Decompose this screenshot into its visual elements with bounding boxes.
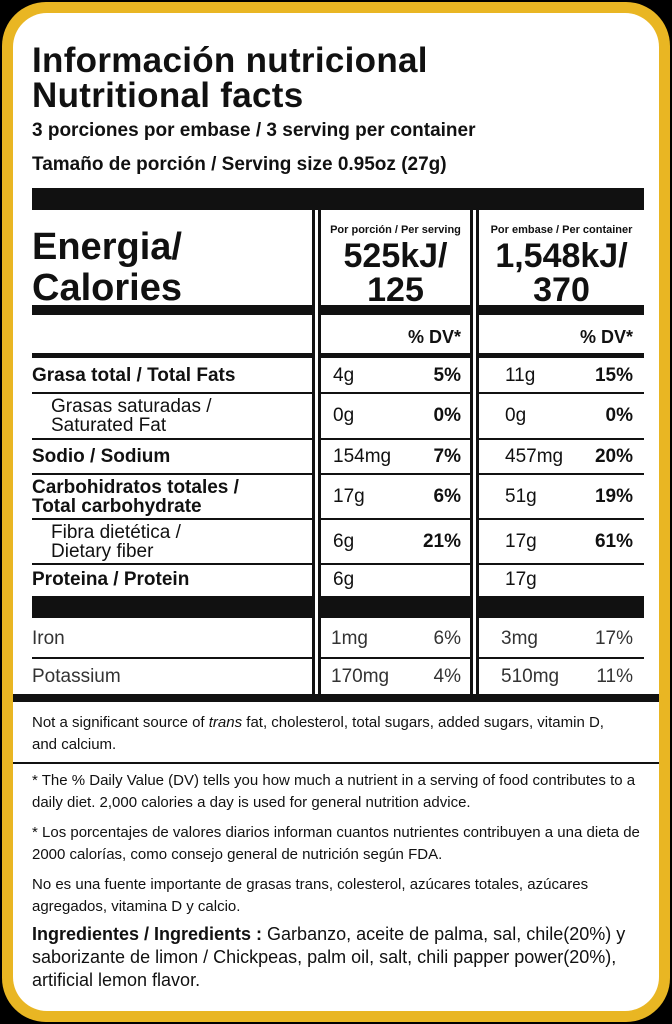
thick-divider-top	[32, 188, 644, 210]
row-divider	[32, 438, 312, 440]
energy-per-container-cal: 370	[533, 271, 590, 309]
row-divider	[32, 518, 312, 520]
serving-dv: 5%	[433, 364, 461, 386]
mineral-label: Iron	[32, 628, 65, 649]
energy-divider-right	[479, 305, 644, 315]
serving-amount: 6g	[333, 530, 355, 552]
mineral-label: Potassium	[32, 666, 121, 687]
row-divider	[321, 473, 470, 475]
row-divider	[32, 563, 312, 565]
row-divider	[321, 392, 470, 394]
energy-label-line1: Energia/	[32, 226, 182, 268]
serving-dv: 6%	[433, 485, 461, 507]
per-serving-header: Por porción / Per serving	[330, 224, 461, 236]
row-divider	[479, 392, 644, 394]
column-divider-1b	[318, 210, 321, 694]
mineral-serving-dv: 6%	[433, 628, 461, 649]
mineral-serving-amount: 170mg	[331, 666, 390, 687]
ingredients-label: Ingredientes / Ingredients :	[32, 924, 263, 944]
container-dv: 19%	[594, 485, 633, 507]
dv-divider-left	[32, 353, 312, 358]
mineral-container-amount: 510mg	[501, 666, 560, 687]
serving-amount: 4g	[333, 364, 355, 386]
nutrient-label-line2: Dietary fiber	[51, 541, 154, 562]
row-divider	[32, 392, 312, 394]
serving-amount: 6g	[333, 569, 355, 590]
nutrient-label: Proteina / Protein	[32, 569, 190, 590]
energy-per-container-kj: 1,548kJ/	[495, 237, 628, 275]
mineral-row-divider	[479, 657, 644, 659]
mineral-container-dv: 17%	[594, 628, 633, 649]
dv-header-container: % DV*	[579, 327, 633, 347]
column-divider-2b	[476, 210, 479, 694]
nutrient-label: Sodio / Sodium	[32, 445, 171, 467]
mineral-container-amount: 3mg	[501, 628, 538, 649]
row-divider	[321, 563, 470, 565]
serving-size: Tamaño de porción / Serving size 0.95oz …	[32, 154, 447, 175]
energy-divider-left	[32, 305, 312, 315]
energy-per-serving-kj: 525kJ/	[343, 237, 448, 275]
nutrition-label: Información nutricional Nutritional fact…	[13, 13, 659, 1011]
serving-amount: 0g	[333, 405, 355, 426]
column-divider-2	[470, 210, 473, 694]
serving-amount: 154mg	[333, 445, 392, 467]
row-divider	[321, 438, 470, 440]
container-dv: 20%	[594, 445, 633, 467]
ingredients: Ingredientes / Ingredients : Garbanzo, a…	[32, 923, 652, 992]
servings-per-container: 3 porciones por embase / 3 serving per c…	[32, 120, 476, 141]
mineral-row-divider	[32, 657, 312, 659]
row-divider	[479, 563, 644, 565]
nutrient-label: Grasa total / Total Fats	[32, 364, 236, 386]
ingredients-text: Garbanzo, aceite de palma, sal, chile(20…	[32, 924, 626, 990]
mineral-bar-left	[32, 596, 312, 618]
container-dv: 0%	[605, 405, 633, 426]
serving-amount: 17g	[333, 485, 365, 507]
dv-divider-right	[479, 353, 644, 358]
mineral-bar-right	[479, 596, 644, 618]
energy-divider-mid	[321, 305, 470, 315]
dv-note-es: * Los porcentajes de valores diarios inf…	[32, 824, 640, 863]
dv-note-en: * The % Daily Value (DV) tells you how m…	[32, 772, 636, 811]
nutrient-label-line2: Saturated Fat	[51, 415, 167, 436]
container-amount: 17g	[505, 530, 537, 552]
table-bottom-bar	[13, 694, 659, 702]
mineral-serving-dv: 4%	[433, 666, 461, 687]
mineral-serving-amount: 1mg	[331, 628, 368, 649]
row-divider	[479, 438, 644, 440]
nutrient-label-line1: Fibra dietética /	[51, 522, 181, 543]
container-dv: 15%	[594, 364, 633, 386]
container-amount: 457mg	[505, 445, 564, 467]
row-divider	[479, 473, 644, 475]
nutrient-label-line2: Total carbohydrate	[32, 496, 202, 517]
container-amount: 11g	[505, 364, 536, 386]
column-divider-1	[312, 210, 315, 694]
title-en: Nutritional facts	[32, 76, 304, 115]
container-amount: 51g	[505, 485, 537, 507]
mineral-row-divider	[321, 657, 470, 659]
energy-per-serving-cal: 125	[367, 271, 424, 309]
mineral-container-dv: 11%	[596, 666, 633, 687]
not-significant-note-es: No es una fuente importante de grasas tr…	[32, 876, 589, 915]
energy-label-line2: Calories	[32, 267, 182, 309]
serving-dv: 21%	[422, 530, 461, 552]
per-container-header: Por embase / Per container	[490, 224, 633, 236]
mineral-bar-mid	[321, 596, 470, 618]
row-divider	[479, 518, 644, 520]
container-dv: 61%	[594, 530, 633, 552]
row-divider	[32, 473, 312, 475]
not-significant-note: Not a significant source of trans fat, c…	[32, 714, 604, 753]
title-es: Información nutricional	[32, 41, 428, 80]
container-amount: 17g	[505, 569, 537, 590]
nutrient-label-line1: Carbohidratos totales /	[32, 477, 239, 498]
serving-dv: 0%	[433, 405, 461, 426]
dv-header-serving: % DV*	[407, 327, 461, 347]
footnote-divider	[13, 762, 659, 764]
serving-dv: 7%	[433, 445, 461, 467]
row-divider	[321, 518, 470, 520]
dv-divider-mid	[321, 353, 470, 358]
nutrient-label-line1: Grasas saturadas /	[51, 396, 212, 417]
container-amount: 0g	[505, 405, 527, 426]
